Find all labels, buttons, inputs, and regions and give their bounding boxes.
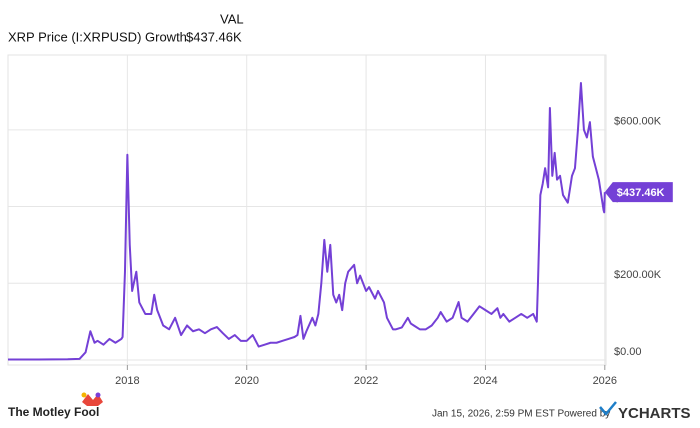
ycharts-logo: YCHARTS	[599, 401, 691, 422]
plot-area	[7, 54, 607, 366]
brand: YCHARTS	[618, 405, 691, 422]
x-tick-label: 2018	[115, 375, 139, 387]
motley-fool-logo: The Motley Fool	[8, 392, 103, 419]
y-tick-label: $0.00	[614, 346, 642, 358]
flag-label: $437.46K	[617, 187, 665, 199]
timestamp: Jan 15, 2026, 2:59 PM EST Powered by	[432, 409, 610, 420]
x-tick-label: 2020	[234, 375, 258, 387]
legend-header: VAL	[220, 11, 244, 26]
last-value-flag: $437.46K	[604, 182, 673, 203]
x-tick-label: 2024	[473, 375, 497, 387]
flag-shape	[604, 182, 673, 203]
x-tick-label: 2022	[354, 375, 378, 387]
line-series	[8, 82, 606, 361]
y-tick-label: $600.00K	[614, 116, 662, 128]
legend-value: $437.46K	[186, 29, 242, 44]
publisher: The Motley Fool	[8, 405, 99, 419]
y-tick-label: $200.00K	[614, 269, 662, 281]
x-tick-label: 2026	[593, 375, 617, 387]
chart-title: XRP Price (I:XRPUSD) Growth	[8, 29, 187, 44]
